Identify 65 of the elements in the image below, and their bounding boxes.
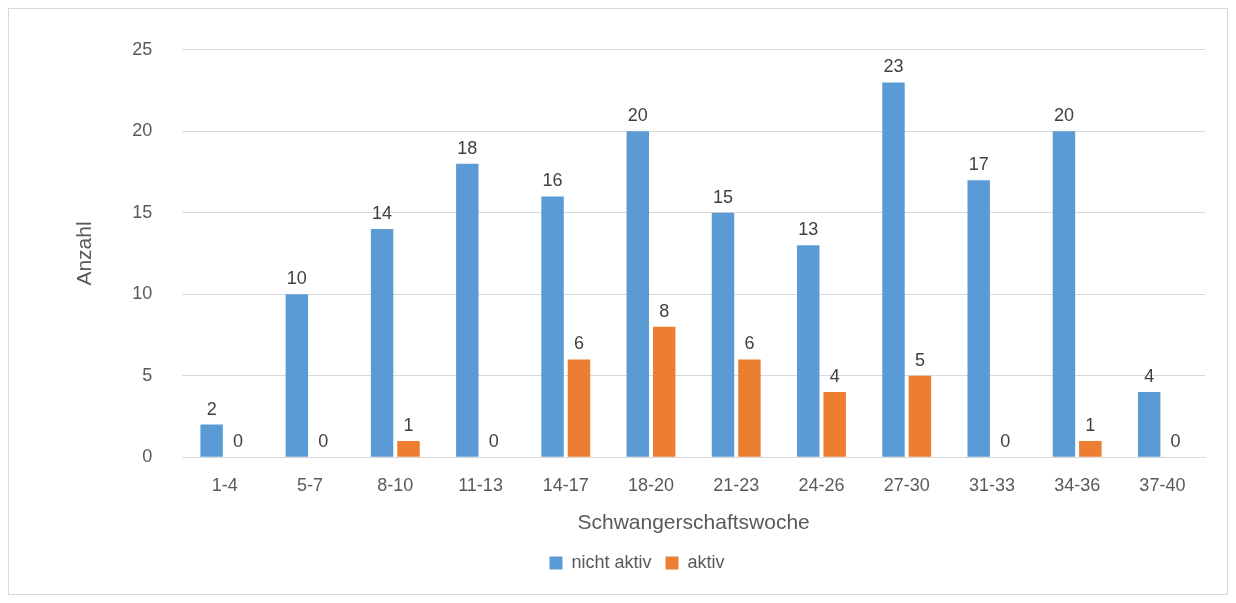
data-label: 0 — [1000, 431, 1011, 452]
data-label: 6 — [744, 333, 755, 354]
data-label: 4 — [829, 365, 840, 386]
bar — [626, 131, 650, 457]
data-label: 15 — [713, 186, 734, 207]
data-label: 1 — [403, 414, 414, 435]
bar — [797, 245, 820, 457]
y-tick-label: 15 — [132, 201, 153, 222]
data-label: 20 — [627, 105, 648, 126]
x-tick-label: 31-33 — [968, 474, 1015, 495]
x-tick-label: 14-17 — [542, 474, 589, 495]
x-tick-label: 27-30 — [883, 474, 930, 495]
bar — [285, 294, 309, 457]
data-label: 23 — [883, 56, 904, 77]
bar — [200, 424, 223, 457]
bar — [823, 392, 846, 457]
data-label: 6 — [573, 333, 584, 354]
x-tick-label: 18-20 — [627, 474, 675, 495]
y-tick-label: 25 — [132, 38, 153, 59]
data-label: 0 — [233, 431, 244, 452]
bar — [397, 440, 420, 457]
x-tick-label: 34-36 — [1054, 474, 1101, 495]
data-label: 0 — [318, 431, 329, 452]
data-label: 20 — [1053, 105, 1074, 126]
x-tick-label: 11-13 — [458, 474, 503, 495]
bar — [541, 196, 564, 457]
data-label: 13 — [798, 219, 819, 240]
data-label: 18 — [457, 137, 478, 158]
bar — [567, 359, 591, 457]
bar — [882, 82, 905, 457]
data-label: 17 — [968, 154, 989, 175]
x-tick-label: 8-10 — [377, 474, 414, 495]
y-tick-label: 5 — [142, 364, 153, 385]
bar — [908, 375, 932, 457]
bar — [1137, 392, 1161, 457]
data-label: 4 — [1144, 365, 1155, 386]
y-tick-label: 0 — [142, 446, 153, 467]
data-label: 0 — [1170, 431, 1181, 452]
bar — [1052, 131, 1076, 457]
y-axis-title: Anzahl — [72, 221, 96, 286]
bar — [967, 180, 990, 457]
y-tick-label: 10 — [132, 283, 153, 304]
data-label: 14 — [372, 203, 393, 224]
data-label: 8 — [659, 300, 670, 321]
data-label: 5 — [914, 349, 925, 370]
bar — [370, 229, 394, 457]
bar — [652, 326, 676, 457]
x-axis-title: Schwangerschaftswoche — [577, 510, 810, 534]
bar — [1079, 440, 1102, 457]
data-label: 16 — [542, 170, 563, 191]
bar — [738, 359, 761, 457]
legend-label: aktiv — [687, 551, 725, 572]
x-tick-label: 1-4 — [211, 474, 238, 495]
y-tick-label: 20 — [132, 120, 153, 141]
x-tick-label: 21-23 — [713, 474, 760, 495]
x-tick-label: 37-40 — [1139, 474, 1186, 495]
data-label: 1 — [1085, 414, 1096, 435]
legend-label: nicht aktiv — [571, 551, 652, 572]
x-tick-label: 24-26 — [798, 474, 845, 495]
data-label: 2 — [206, 398, 217, 419]
bar — [456, 163, 479, 457]
data-label: 10 — [286, 268, 307, 289]
bar — [711, 212, 735, 457]
x-tick-label: 5-7 — [297, 474, 324, 495]
data-label: 0 — [488, 431, 499, 452]
